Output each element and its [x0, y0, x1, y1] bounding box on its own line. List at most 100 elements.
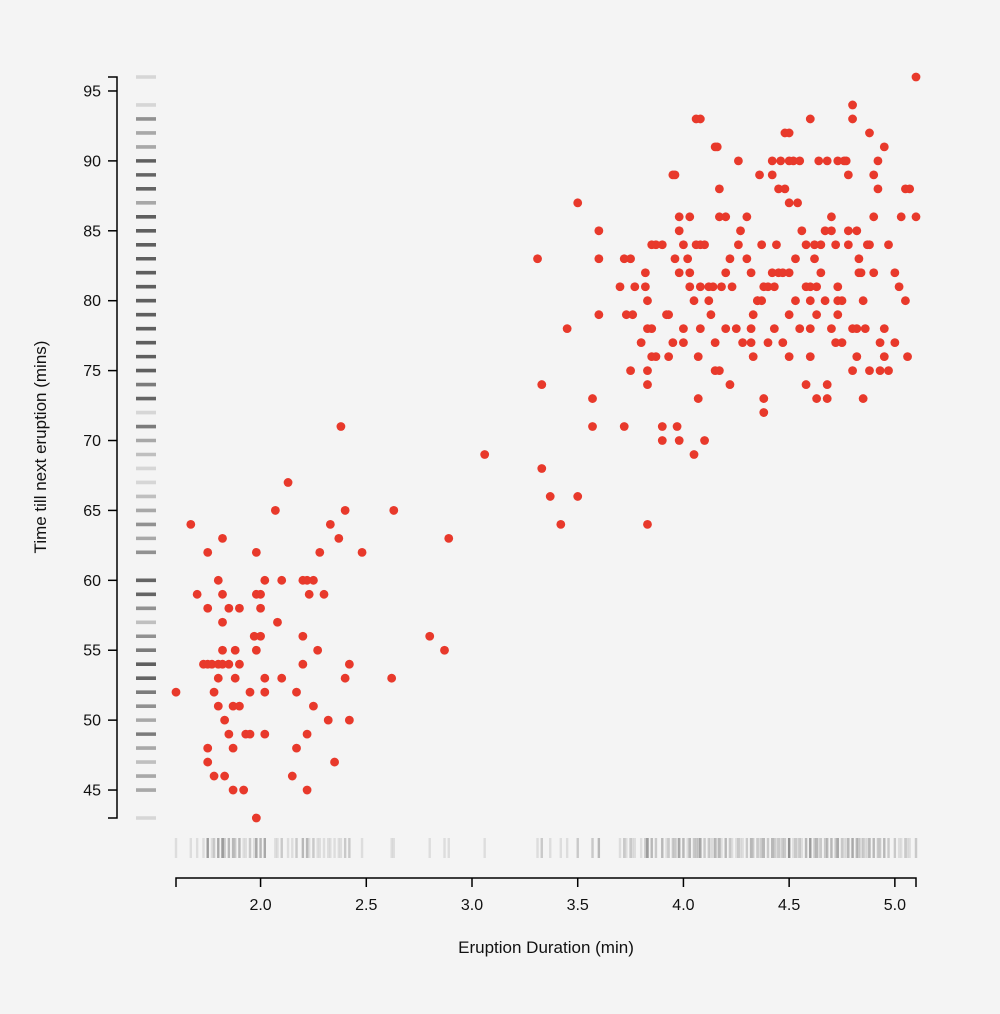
data-point: [693, 394, 703, 403]
data-point: [389, 506, 399, 515]
data-point: [757, 240, 767, 250]
data-point: [854, 254, 864, 264]
data-point: [323, 715, 333, 725]
data-point: [643, 519, 652, 529]
data-point: [309, 575, 318, 585]
data-point: [778, 338, 788, 348]
data-point: [209, 687, 219, 697]
data-point: [674, 436, 684, 445]
data-point: [827, 324, 836, 334]
data-point: [679, 338, 688, 348]
data-point: [843, 226, 853, 236]
data-point: [911, 212, 921, 222]
data-point: [647, 324, 657, 334]
data-point: [759, 408, 769, 417]
data-point: [903, 352, 912, 362]
data-point: [736, 226, 745, 236]
data-point: [805, 324, 815, 334]
data-point: [651, 240, 661, 250]
x-axis: 2.0 2.5 3.0 3.5 4.0 4.5 5.0: [175, 877, 917, 914]
data-point: [444, 533, 454, 543]
data-point: [230, 673, 240, 683]
data-point: [218, 533, 227, 543]
data-point: [757, 296, 767, 306]
data-point: [594, 310, 604, 320]
data-point: [691, 114, 701, 124]
data-point: [848, 366, 857, 376]
data-point: [218, 589, 227, 599]
data-point: [725, 380, 735, 389]
data-point: [619, 422, 629, 431]
data-point: [302, 785, 312, 795]
data-point: [879, 324, 889, 334]
data-point: [833, 282, 843, 292]
data-point: [679, 324, 688, 334]
data-point: [784, 128, 794, 138]
data-point: [344, 659, 354, 669]
data-point: [700, 436, 709, 445]
data-point: [812, 310, 822, 320]
data-point: [273, 617, 282, 627]
y-axis: 45 50 55 60 65 70 75 80 85 90 95: [83, 76, 118, 819]
data-point: [879, 352, 889, 362]
data-point: [721, 324, 731, 334]
data-point: [746, 268, 756, 278]
data-point: [235, 659, 244, 669]
data-point: [674, 268, 684, 278]
data-point: [533, 254, 542, 264]
data-point: [235, 701, 244, 711]
y-tick-label: 55: [83, 643, 101, 660]
data-point: [357, 547, 367, 557]
data-point: [905, 184, 915, 194]
data-point: [810, 254, 819, 264]
data-point: [852, 226, 862, 236]
data-point: [685, 212, 695, 222]
data-point: [784, 310, 794, 320]
data-point: [774, 184, 783, 194]
data-point: [852, 324, 862, 334]
data-point: [755, 170, 764, 180]
data-point: [315, 547, 325, 557]
data-point: [224, 659, 234, 669]
y-tick-label: 70: [83, 433, 101, 450]
y-axis-title: Time till next eruption (mins): [31, 341, 50, 554]
data-point: [769, 324, 779, 334]
data-point: [843, 170, 853, 180]
data-point: [562, 324, 572, 334]
data-point: [822, 394, 832, 403]
data-point: [260, 729, 270, 739]
data-point: [260, 687, 270, 697]
data-point: [340, 506, 350, 515]
data-point: [725, 254, 735, 264]
data-point: [340, 673, 350, 683]
data-point: [440, 645, 449, 655]
data-point: [695, 324, 705, 334]
data-point: [875, 338, 885, 348]
data-point: [848, 100, 857, 110]
data-point: [425, 631, 435, 641]
data-point: [674, 226, 684, 236]
data-point: [220, 771, 230, 781]
data-point: [865, 240, 874, 250]
data-point: [256, 589, 265, 599]
data-point: [721, 268, 731, 278]
left-rug: [136, 75, 156, 820]
y-tick-label: 90: [83, 153, 101, 170]
data-point: [772, 240, 781, 250]
data-point: [714, 212, 724, 222]
data-point: [873, 156, 883, 166]
data-point: [537, 380, 547, 389]
x-axis-line: [175, 877, 917, 887]
data-point: [721, 212, 731, 222]
data-point: [387, 673, 397, 683]
data-point: [683, 254, 693, 264]
data-point: [805, 114, 815, 124]
data-point: [313, 645, 323, 655]
data-point: [588, 422, 597, 431]
data-point: [545, 492, 555, 501]
data-point: [746, 324, 756, 334]
data-point: [714, 366, 724, 376]
data-point: [302, 575, 312, 585]
data-point: [795, 156, 805, 166]
